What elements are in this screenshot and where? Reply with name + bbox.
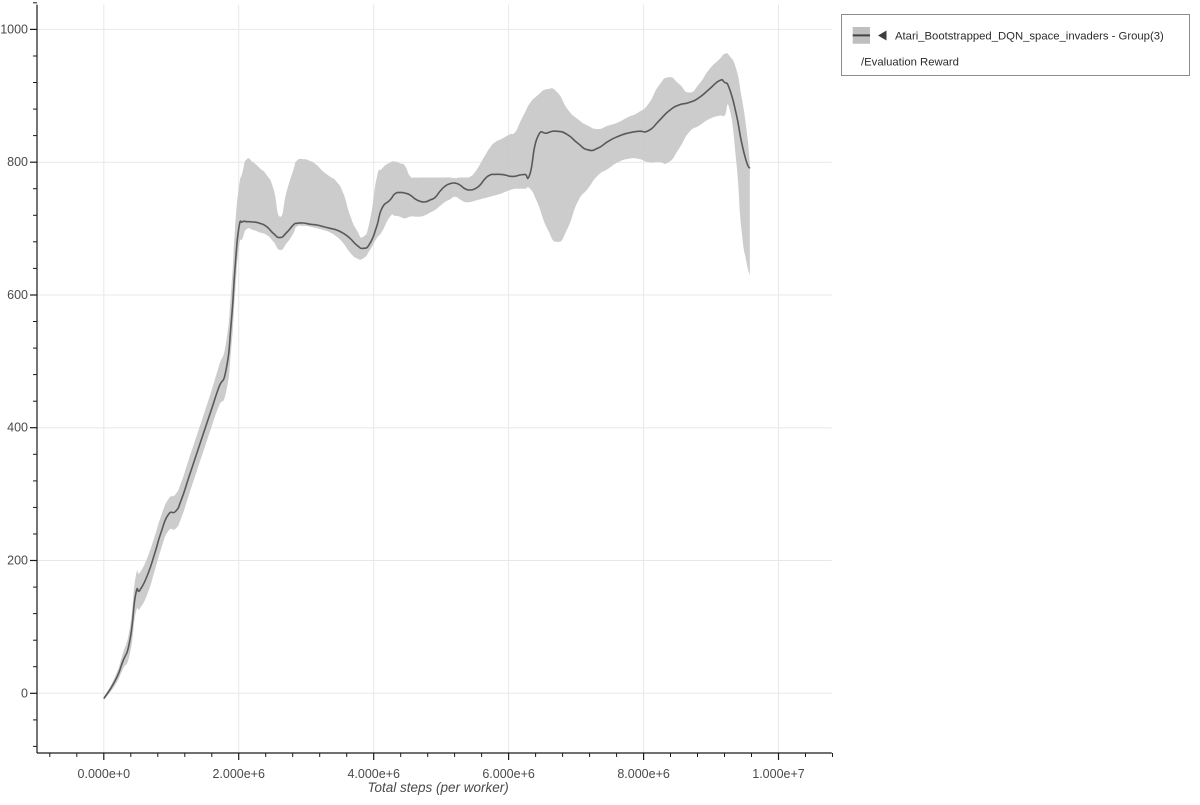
svg-text:200: 200 (7, 554, 28, 568)
svg-text:600: 600 (7, 288, 28, 302)
svg-text:0.000e+0: 0.000e+0 (78, 767, 131, 781)
svg-text:6.000e+6: 6.000e+6 (482, 767, 535, 781)
svg-text:Total steps (per worker): Total steps (per worker) (368, 780, 509, 795)
svg-text:Atari_Bootstrapped_DQN_space_i: Atari_Bootstrapped_DQN_space_invaders - … (895, 31, 1164, 43)
svg-text:4.000e+6: 4.000e+6 (347, 767, 400, 781)
svg-text:0: 0 (21, 686, 28, 700)
svg-text:1000: 1000 (0, 22, 28, 36)
svg-text:/Evaluation Reward: /Evaluation Reward (861, 57, 959, 69)
svg-text:800: 800 (7, 155, 28, 169)
svg-text:400: 400 (7, 421, 28, 435)
svg-text:8.000e+6: 8.000e+6 (617, 767, 670, 781)
svg-text:2.000e+6: 2.000e+6 (212, 767, 265, 781)
svg-text:1.000e+7: 1.000e+7 (752, 767, 805, 781)
